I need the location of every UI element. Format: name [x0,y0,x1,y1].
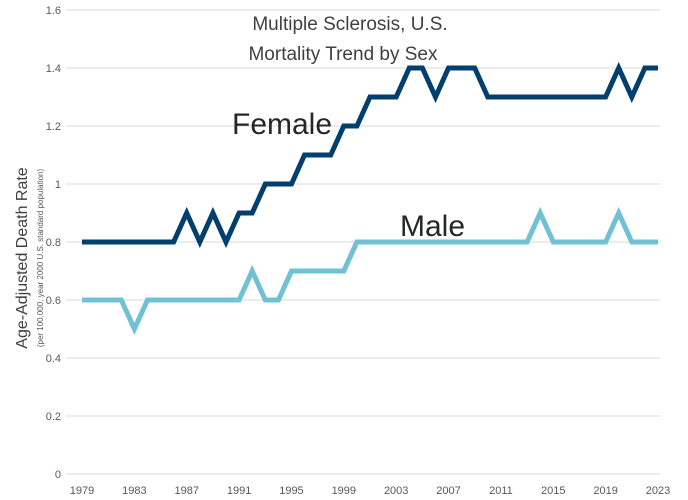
y-tick-label: 1.4 [46,63,61,75]
y-tick-label: 0.2 [46,411,61,423]
y-axis-sublabel-group: (per 100,000, year 2000 U.S. standard po… [36,168,45,347]
y-tick-label: 1 [55,179,61,191]
x-tick-label: 2003 [384,485,408,497]
y-axis-ticks: 0 0.2 0.4 0.6 0.8 1 1.2 1.4 1.6 [46,5,61,481]
y-tick-label: 0.8 [46,237,61,249]
y-tick-label: 0.4 [46,353,61,365]
y-tick-label: 0 [55,469,61,481]
y-axis-sublabel: (per 100,000, year 2000 U.S. standard po… [36,168,45,347]
series-line-male [82,206,658,336]
x-tick-label: 1999 [332,485,356,497]
x-tick-label: 2015 [541,485,565,497]
x-tick-label: 2023 [646,485,670,497]
x-tick-label: 1995 [279,485,303,497]
y-tick-label: 1.6 [46,5,61,17]
x-axis-ticks: 1979 1983 1987 1991 1995 1999 2003 2007 2011 2015… [70,485,670,497]
x-tick-label: 1979 [70,485,94,497]
series-line-female [82,61,658,249]
y-tick-label: 0.6 [46,295,61,307]
x-tick-label: 2011 [489,485,513,497]
x-tick-label: 1991 [227,485,251,497]
series-lines [82,61,658,336]
y-axis-label: Age-Adjusted Death Rate [14,167,31,349]
series-label-male: Male [400,210,465,243]
x-tick-label: 1983 [122,485,146,497]
x-tick-label: 2007 [436,485,460,497]
series-label-female: Female [232,108,332,141]
y-axis-label-group: Age-Adjusted Death Rate [14,167,31,349]
x-tick-label: 1987 [174,485,198,497]
y-tick-label: 1.2 [46,121,61,133]
chart-subtitle: Mortality Trend by Sex [248,44,438,65]
x-tick-label: 2019 [593,485,617,497]
chart-title: Multiple Sclerosis, U.S. [252,14,447,35]
